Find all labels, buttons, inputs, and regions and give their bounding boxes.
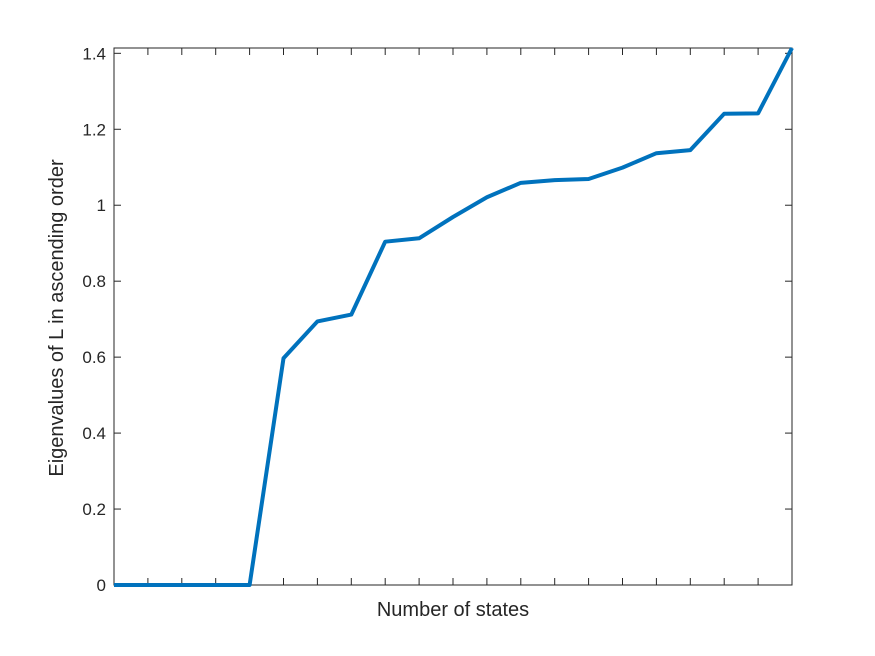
y-tick-label: 0.6 (82, 348, 106, 367)
y-tick-label: 1.4 (82, 44, 106, 63)
y-axis-label: Eigenvalues of L in ascending order (46, 159, 68, 477)
y-tick-label: 0.8 (82, 272, 106, 291)
y-tick-label: 0 (97, 576, 106, 595)
series-layer (114, 47, 794, 587)
y-tick-label: 0.4 (82, 424, 106, 443)
plot-frame (113, 47, 793, 586)
x-axis-ticks (147, 48, 759, 585)
y-tick-label: 1 (97, 196, 106, 215)
series-line (114, 47, 794, 587)
y-axis-tick-labels: 0 0.2 0.4 0.6 0.8 1 1.2 1.4 (82, 44, 106, 595)
plot-area (113, 47, 793, 586)
y-tick-label: 1.2 (82, 120, 106, 139)
x-axis-label: Number of states (377, 599, 529, 621)
y-tick-label: 0.2 (82, 500, 106, 519)
